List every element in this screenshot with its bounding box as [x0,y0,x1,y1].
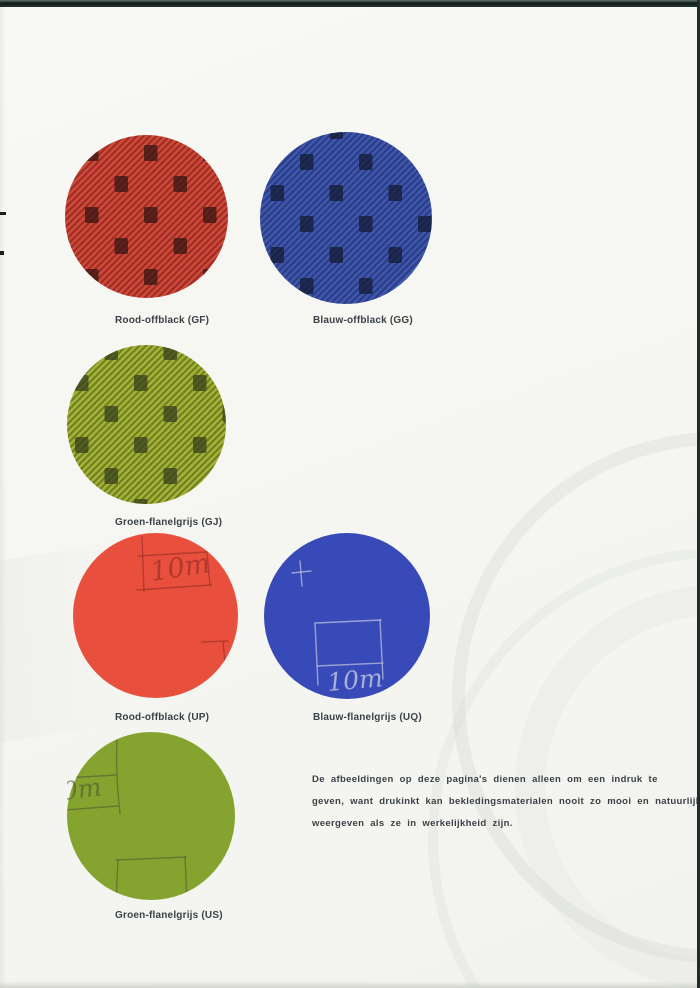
scan-edge-bottom [0,981,700,988]
pencil-text: 0m [67,772,103,806]
fabric-circle-gf [65,135,228,298]
pencil-text: 10m [326,663,384,697]
disclaimer-line: geven, want drukinkt kan bekledingsmater… [312,796,700,807]
fabric-swatch-svg-uq: 10m [264,533,430,699]
swatch-groen-flanelgrijs-gj: Groen-flanelgrijs (GJ) [67,345,226,528]
fabric-swatch-svg-us: 0m [60,732,235,900]
pencil-marks [291,560,384,686]
swatch-rood-offblack-gf: Rood-offblack (GF) [65,135,228,326]
fabric-circle-gj [67,345,226,504]
scan-edge-right [697,0,700,988]
pencil-marks [135,536,229,672]
swatch-label-gj: Groen-flanelgrijs (GJ) [115,517,223,528]
swatch-blauw-offblack-gg: Blauw-offblack (GG) [260,132,432,326]
swatch-rood-offblack-up: 10m Rood-offblack (UP) [73,533,238,723]
fabric-circle-up: 10m [73,533,238,698]
fabric-swatch-svg-gj [67,345,226,504]
disclaimer-line: De afbeeldingen op deze pagina's dienen … [312,774,658,785]
swatch-blauw-flanelgrijs-uq: 10m Blauw-flanelgrijs (UQ) [264,533,430,723]
fabric-circle-gg [260,132,432,304]
fabric-swatch-svg-up: 10m [73,533,238,698]
swatch-label-uq: Blauw-flanelgrijs (UQ) [313,712,422,723]
disclaimer-note: De afbeeldingen op deze pagina's dienen … [312,769,700,835]
paper-edge-left [0,0,6,988]
fabric-circle-uq: 10m [264,533,430,699]
swatch-label-up: Rood-offblack (UP) [115,712,210,723]
swatch-label-gg: Blauw-offblack (GG) [313,315,413,326]
binding-mark [0,212,6,215]
swatch-label-us: Groen-flanelgrijs (US) [115,910,223,921]
scan-edge-top [0,0,700,7]
swatch-groen-flanelgrijs-us: 0m Groen-flanelgrijs (US) [60,732,235,921]
fabric-swatch-svg-gg [260,132,432,304]
pencil-marks [67,739,188,900]
fabric-swatch-svg-gf [65,135,228,298]
disclaimer-line: weergeven als ze in werkelijkheid zijn. [312,818,513,829]
fabric-circle-us: 0m [60,732,235,900]
swatch-label-gf: Rood-offblack (GF) [115,315,210,326]
binding-mark [0,251,4,255]
